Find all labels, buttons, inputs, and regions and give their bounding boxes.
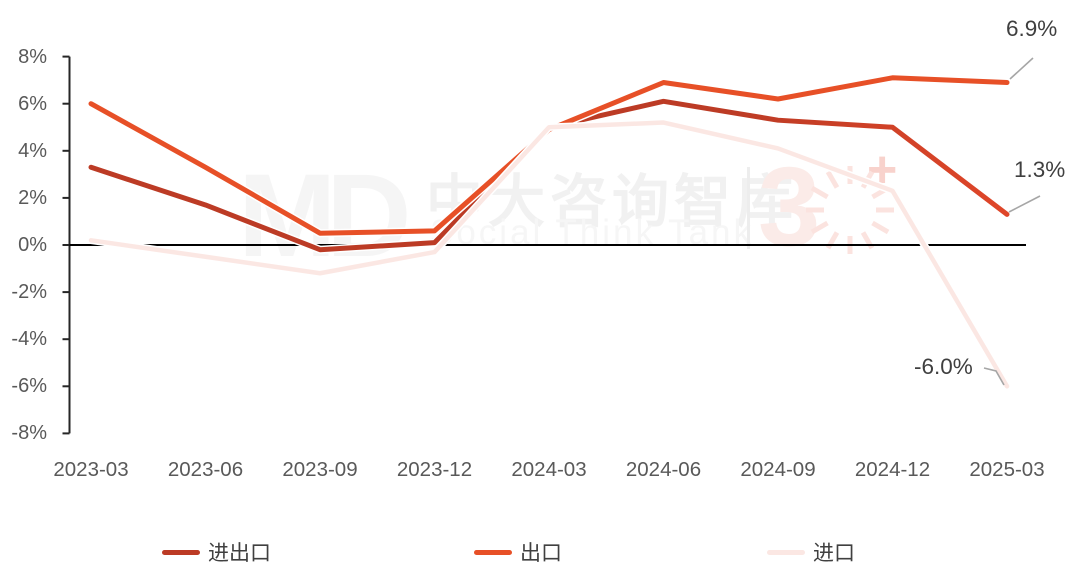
legend-item-进出口: 进出口 <box>162 538 271 566</box>
series-line-进口 <box>88 120 1010 389</box>
x-tick-label: 2023-09 <box>282 458 358 481</box>
data-label-出口: 6.9% <box>1006 16 1058 41</box>
x-tick-label: 2024-12 <box>854 458 931 481</box>
y-tick-label: 8% <box>18 45 47 68</box>
y-tick-label: 0% <box>18 234 47 256</box>
data-label-进口: -6.0% <box>914 354 973 379</box>
y-tick-label: 4% <box>18 139 47 162</box>
y-tick-label: -4% <box>11 328 47 351</box>
legend-label: 出口 <box>520 542 562 565</box>
data-label-进出口: 1.3% <box>1014 157 1066 182</box>
watermark-badge-number: 3 <box>758 144 821 269</box>
watermark-divider <box>747 167 750 249</box>
y-tick-label: 2% <box>18 186 47 209</box>
y-tick-label: -8% <box>11 422 47 445</box>
y-tick-label: -6% <box>11 375 47 398</box>
x-tick-label: 2024-09 <box>740 458 816 481</box>
legend-swatch-icon <box>474 549 512 555</box>
legend-item-进口: 进口 <box>767 538 855 566</box>
annotation-leader-line <box>1008 195 1041 213</box>
series-halo-进口 <box>87 118 1011 391</box>
y-tick-label: 6% <box>18 92 47 115</box>
x-tick-label: 2023-12 <box>396 458 473 481</box>
x-tick-label: 2025-03 <box>969 458 1045 481</box>
annotation-leader-line <box>1009 57 1034 80</box>
annotation-leader-line <box>983 367 1005 386</box>
legend-item-出口: 出口 <box>474 538 562 566</box>
legend-swatch-icon <box>162 549 200 555</box>
x-tick-label: 2024-06 <box>625 458 702 481</box>
y-tick-label: -2% <box>11 281 47 304</box>
x-tick-label: 2024-03 <box>511 458 587 481</box>
x-tick-label: 2023-06 <box>167 458 244 481</box>
legend-swatch-icon <box>767 549 805 555</box>
legend-label: 进出口 <box>208 542 271 565</box>
x-tick-label: 2023-03 <box>53 458 129 481</box>
legend-label: 进口 <box>813 542 855 565</box>
